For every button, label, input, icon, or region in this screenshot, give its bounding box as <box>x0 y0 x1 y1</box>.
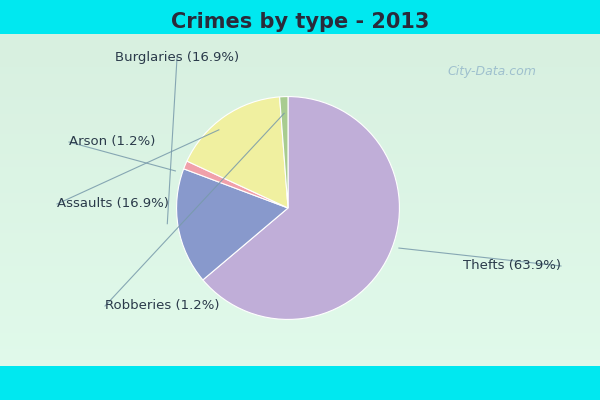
Wedge shape <box>184 161 288 208</box>
Text: Burglaries (16.9%): Burglaries (16.9%) <box>115 52 239 64</box>
Text: Assaults (16.9%): Assaults (16.9%) <box>57 198 169 210</box>
Wedge shape <box>187 97 288 208</box>
Text: Thefts (63.9%): Thefts (63.9%) <box>463 260 561 272</box>
Wedge shape <box>280 96 288 208</box>
Text: Robberies (1.2%): Robberies (1.2%) <box>105 300 220 312</box>
Text: Arson (1.2%): Arson (1.2%) <box>69 136 155 148</box>
Text: City-Data.com: City-Data.com <box>448 66 536 78</box>
Text: Crimes by type - 2013: Crimes by type - 2013 <box>171 12 429 32</box>
Wedge shape <box>203 96 400 320</box>
Wedge shape <box>176 169 288 280</box>
